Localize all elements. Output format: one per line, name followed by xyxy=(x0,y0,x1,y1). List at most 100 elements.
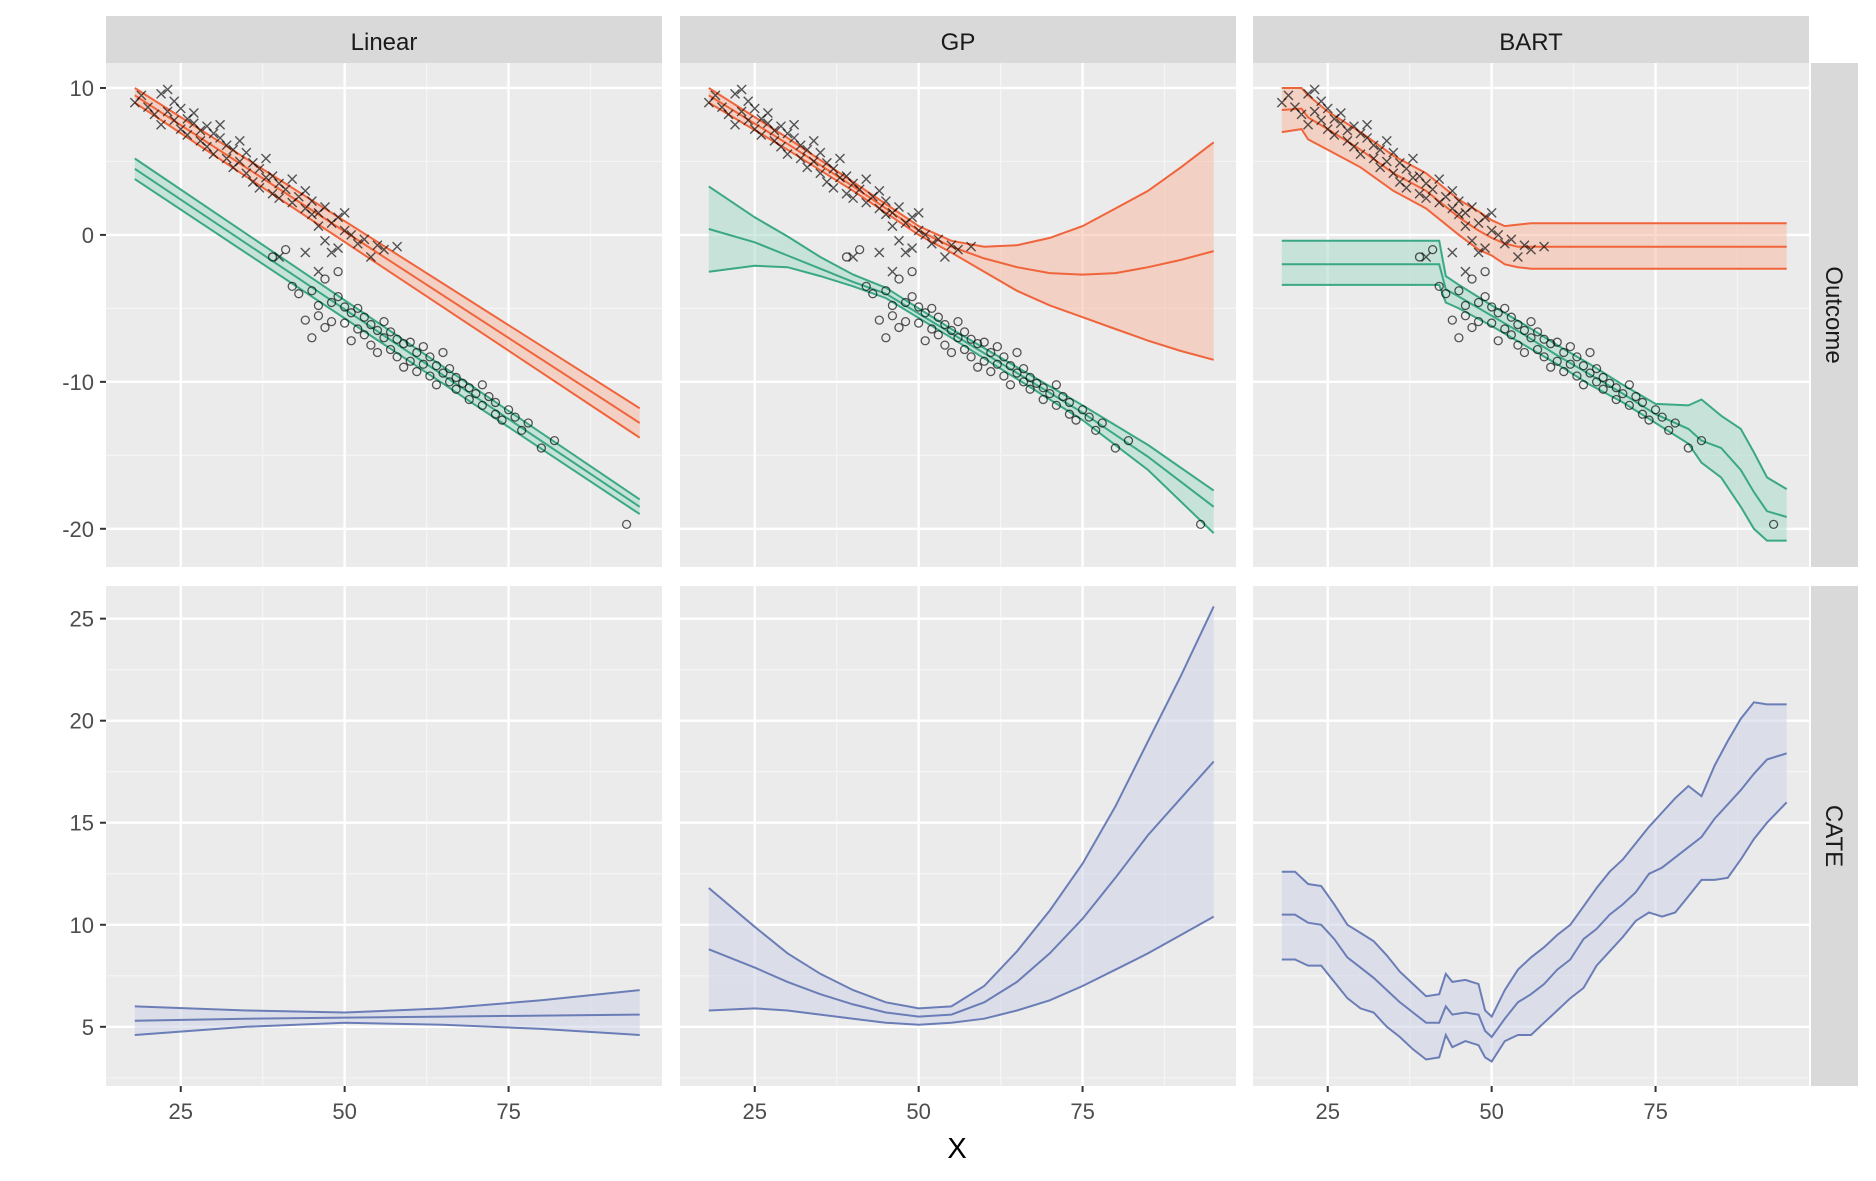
control-point xyxy=(1487,302,1497,312)
treated-mean-line xyxy=(708,94,1214,276)
control-point xyxy=(1071,415,1081,425)
treated-point xyxy=(182,130,193,140)
treated-point xyxy=(1519,240,1530,251)
control-point xyxy=(294,289,304,299)
treated-point xyxy=(339,225,350,236)
x-tick-label: 50 xyxy=(332,1099,356,1124)
control-point xyxy=(1585,347,1595,358)
control-point xyxy=(1572,352,1582,362)
treated-point xyxy=(880,196,891,207)
y-tick-label: 10 xyxy=(70,913,94,938)
treated-point xyxy=(162,84,173,95)
treated-point xyxy=(841,188,852,199)
treated-point xyxy=(907,212,918,223)
treated-point xyxy=(1539,241,1550,252)
control-point xyxy=(973,362,983,372)
control-point xyxy=(986,347,996,358)
control-point xyxy=(1500,324,1510,334)
control-point xyxy=(1618,388,1628,399)
y-tick-label: 20 xyxy=(70,709,94,734)
control-point xyxy=(861,281,871,291)
x-tick-label: 75 xyxy=(1643,1099,1667,1124)
control-point xyxy=(1473,297,1484,308)
control-point xyxy=(503,405,514,415)
treated-point xyxy=(1466,202,1477,212)
treated-point xyxy=(1473,247,1484,258)
control-point xyxy=(1467,274,1477,284)
treated-point xyxy=(920,229,931,240)
y-tick-label: 15 xyxy=(70,811,94,836)
control-point xyxy=(1493,308,1503,318)
control-point xyxy=(1624,400,1634,411)
control-point xyxy=(1572,371,1582,381)
control-point xyxy=(1526,333,1536,343)
control-point xyxy=(536,443,547,453)
treated-point xyxy=(372,240,383,251)
treated-point xyxy=(287,174,298,185)
control-point xyxy=(933,330,943,340)
control-point xyxy=(333,267,343,277)
treated-point xyxy=(1329,130,1340,140)
treated-point xyxy=(808,135,819,146)
control-point xyxy=(946,325,957,336)
control-point xyxy=(1565,359,1575,369)
control-point xyxy=(333,291,343,302)
control-point xyxy=(1513,340,1523,350)
treated-point xyxy=(1401,182,1412,193)
control-point xyxy=(379,316,389,327)
y-tick-label: 5 xyxy=(82,1015,94,1040)
control-point xyxy=(933,312,943,322)
treated-point xyxy=(1460,221,1471,232)
control-point xyxy=(1012,368,1022,378)
treated-point xyxy=(313,221,324,232)
treated-point xyxy=(828,163,839,174)
treated-point xyxy=(815,147,826,158)
control-point xyxy=(1539,334,1549,344)
treated-point xyxy=(1466,235,1477,246)
control-point xyxy=(490,409,501,419)
treated-point xyxy=(913,207,924,218)
control-point xyxy=(1519,325,1530,336)
treated-upper-line xyxy=(708,87,1215,248)
treated-point xyxy=(1368,153,1379,164)
control-point xyxy=(1559,366,1569,377)
control-point xyxy=(979,337,989,347)
control-point xyxy=(959,327,970,337)
treated-point xyxy=(736,84,747,95)
control-point xyxy=(887,300,898,311)
control-point xyxy=(1670,418,1680,428)
treated-point xyxy=(241,168,252,179)
control-point xyxy=(920,336,930,346)
treated-point xyxy=(208,149,219,160)
control-point xyxy=(999,352,1009,362)
control-point xyxy=(940,319,950,330)
control-point xyxy=(326,316,337,327)
treated-point xyxy=(848,251,859,262)
control-point xyxy=(464,394,474,405)
treated-point xyxy=(1303,88,1314,99)
control-point xyxy=(471,388,481,399)
treated-mean-line xyxy=(134,94,641,424)
treated-point xyxy=(326,247,337,258)
treated-point xyxy=(893,235,904,246)
control-point xyxy=(313,300,324,311)
control-point xyxy=(418,341,428,352)
control-point xyxy=(1598,384,1608,394)
control-point xyxy=(907,267,917,277)
control-point xyxy=(1110,443,1121,453)
control-point xyxy=(1664,425,1674,435)
treated-point xyxy=(1375,144,1386,155)
treated-point xyxy=(274,193,285,204)
control-point xyxy=(841,252,852,262)
control-point xyxy=(1428,244,1438,255)
control-point xyxy=(1038,394,1048,405)
treated-point xyxy=(234,156,245,167)
treated-point xyxy=(782,128,793,139)
panel-bart-outcome xyxy=(1253,63,1809,567)
control-point xyxy=(1637,409,1648,419)
control-point xyxy=(874,315,884,325)
treated-point xyxy=(260,153,271,164)
control-point xyxy=(1460,311,1471,321)
control-point xyxy=(920,308,930,318)
treated-point xyxy=(156,119,167,130)
